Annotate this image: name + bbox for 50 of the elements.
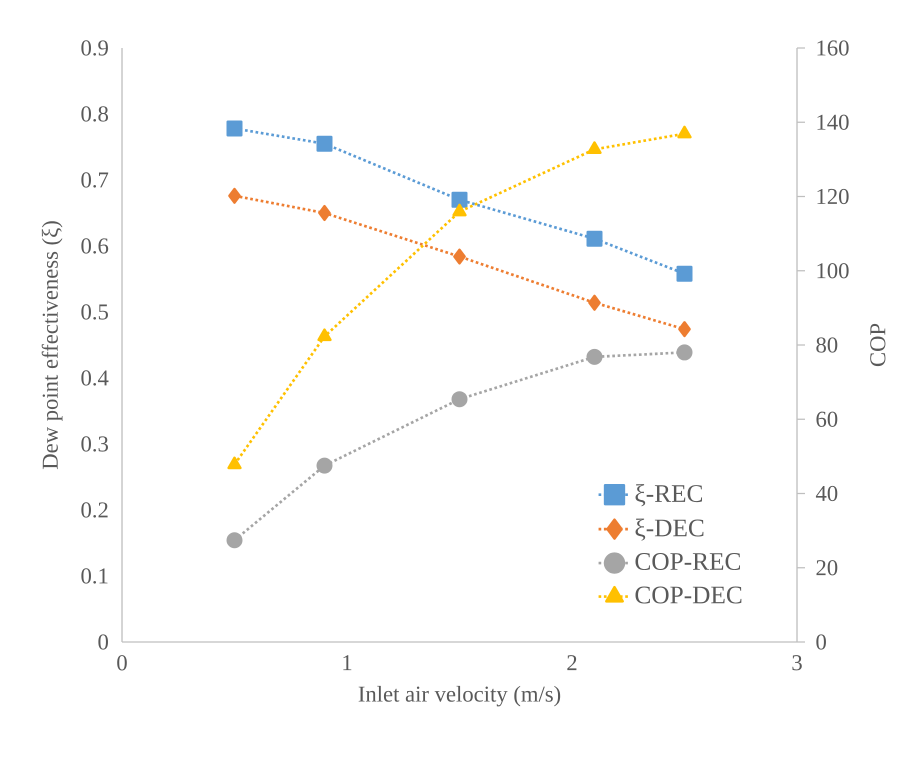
y2-tick-label: 0 — [816, 634, 826, 650]
y2-tick-label: 80 — [816, 337, 838, 353]
point — [226, 532, 243, 548]
point — [452, 204, 467, 216]
point — [587, 141, 602, 154]
point — [452, 391, 468, 408]
y2-tick-label: 120 — [817, 188, 849, 204]
y2-tick-label: 20 — [816, 560, 838, 576]
y-tick-label: 0.7 — [81, 172, 108, 188]
legend-label: COP-DEC — [635, 586, 742, 604]
point — [586, 348, 603, 365]
point — [676, 266, 693, 282]
y-tick-label: 0.8 — [81, 106, 108, 122]
point — [228, 188, 241, 204]
legend-label: COP-REC — [635, 553, 740, 570]
point — [676, 344, 693, 360]
point — [452, 192, 468, 208]
point — [318, 204, 331, 221]
legend-label: ξ-DEC — [636, 518, 704, 541]
point — [316, 136, 333, 152]
point — [588, 294, 601, 311]
y2-tick-label: 140 — [817, 114, 849, 130]
point — [678, 321, 691, 338]
x-axis-title: Inlet air velocity (m/s) — [358, 686, 560, 706]
y2-tick-label: 40 — [816, 486, 838, 502]
y2-tick-label: 160 — [817, 40, 849, 56]
y-tick-label: 0.4 — [81, 370, 108, 386]
y-tick-label: 0.3 — [81, 436, 108, 452]
point — [586, 230, 603, 247]
point — [317, 328, 332, 342]
y2-tick-label: 100 — [817, 263, 849, 278]
y-tick-label: 0.1 — [81, 568, 108, 584]
y2-tick-label: 60 — [816, 412, 838, 427]
point — [677, 126, 692, 138]
point — [316, 458, 333, 474]
x-tick-label: 3 — [792, 655, 802, 670]
y2-axis-title: COP — [870, 324, 886, 366]
y-tick-label: 0 — [98, 634, 108, 650]
legend-label: ξ-REC — [636, 484, 702, 506]
y-tick-label: 0.6 — [81, 238, 108, 254]
point — [226, 120, 243, 137]
y-tick-label: 0.2 — [81, 502, 108, 518]
x-tick-label: 0 — [117, 655, 127, 670]
x-tick-label: 2 — [567, 655, 576, 670]
y-axis-title: Dew point effectiveness (ξ) — [42, 221, 62, 470]
point — [227, 456, 242, 470]
point — [453, 248, 466, 265]
x-tick-label: 1 — [343, 655, 352, 670]
y-tick-label: 0.5 — [81, 304, 108, 320]
y-tick-label: 0.9 — [81, 40, 108, 56]
